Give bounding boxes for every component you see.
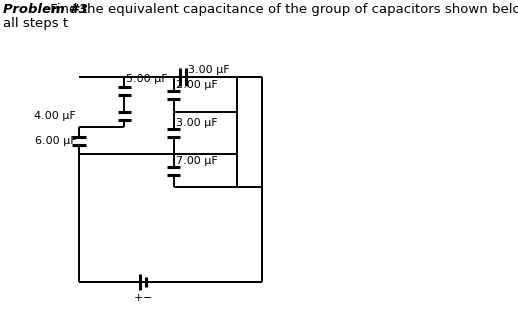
- Text: +: +: [134, 293, 143, 303]
- Text: Problem #3: Problem #3: [3, 3, 88, 16]
- Text: all steps t: all steps t: [3, 17, 68, 30]
- Text: 5.00 μF: 5.00 μF: [126, 74, 168, 84]
- Text: 2.00 μF: 2.00 μF: [176, 80, 218, 90]
- Text: 6.00 μF: 6.00 μF: [35, 136, 76, 146]
- Text: Find the equivalent capacitance of the group of capacitors shown below.: Find the equivalent capacitance of the g…: [46, 3, 518, 16]
- Text: −: −: [142, 293, 152, 303]
- Text: 3.00 μF: 3.00 μF: [188, 65, 229, 75]
- Text: 3.00 μF: 3.00 μF: [176, 118, 218, 128]
- Text: 4.00 μF: 4.00 μF: [34, 111, 76, 121]
- Text: 7.00 μF: 7.00 μF: [176, 156, 218, 166]
